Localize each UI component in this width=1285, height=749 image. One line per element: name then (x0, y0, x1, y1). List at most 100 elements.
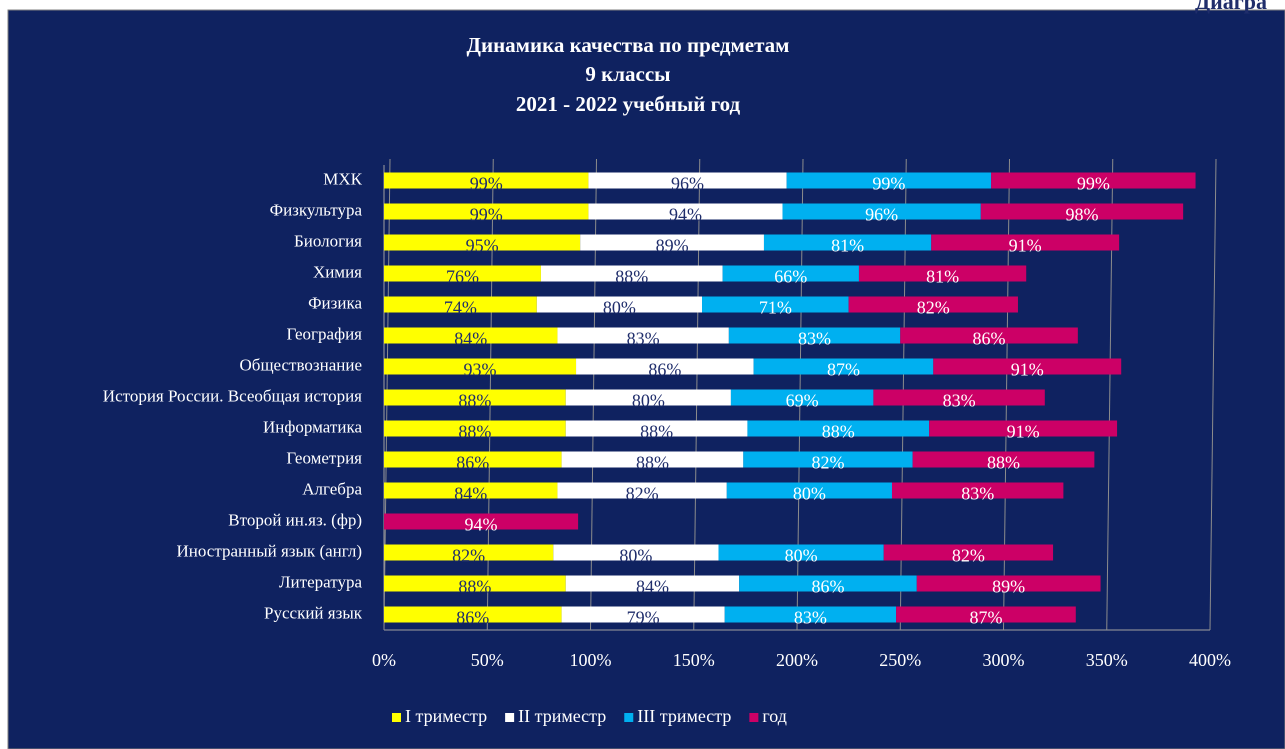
x-tick-label: 250% (879, 650, 921, 670)
chart-title: 9 классы (585, 62, 670, 86)
data-label: 87% (969, 608, 1002, 628)
legend-swatch (624, 713, 634, 722)
bar-segment (536, 296, 703, 313)
bar-segment (384, 544, 554, 561)
bar-segment (782, 203, 981, 220)
data-label: 96% (865, 205, 898, 225)
data-label: 88% (458, 422, 491, 442)
bar-segment (891, 482, 1064, 499)
bar-segment (384, 234, 581, 251)
data-label: 99% (1077, 174, 1110, 194)
data-label: 86% (973, 329, 1006, 349)
bar-segment (553, 544, 719, 561)
data-label: 76% (446, 267, 479, 287)
bar-segment (384, 358, 577, 375)
bar-segment (933, 358, 1122, 375)
data-label: 93% (464, 360, 497, 380)
bar-segment (580, 234, 764, 251)
bar-segment (557, 482, 727, 499)
data-label: 86% (456, 608, 489, 628)
bar-segment (763, 234, 932, 251)
data-label: 99% (470, 205, 503, 225)
bar-segment (739, 575, 917, 592)
data-label: 91% (1009, 236, 1042, 256)
legend-label: II триместр (518, 706, 606, 726)
y-tick-label: Русский язык (264, 603, 363, 622)
data-label: 82% (626, 484, 659, 504)
x-tick-label: 300% (983, 650, 1025, 670)
y-tick-label: Обществознание (240, 355, 362, 374)
x-tick-label: 150% (673, 650, 715, 670)
chart-background (7, 9, 1285, 749)
data-label: 82% (811, 453, 844, 473)
bar-segment (848, 296, 1018, 313)
bar-segment (557, 327, 729, 344)
bar-segment (384, 296, 537, 313)
data-label: 95% (466, 236, 499, 256)
bar-segment (384, 203, 589, 220)
bar-segment (384, 513, 579, 530)
bar-segment (540, 265, 723, 282)
x-tick-label: 100% (570, 650, 612, 670)
chart-title: 2021 - 2022 учебный год (516, 92, 741, 116)
bar-segment (916, 575, 1101, 592)
y-tick-label: Информатика (263, 417, 362, 436)
data-label: 80% (603, 298, 636, 318)
data-label: 80% (632, 391, 665, 411)
bar-segment (384, 265, 541, 282)
bar-segment (726, 482, 892, 499)
bar-segment (991, 172, 1196, 189)
y-tick-label: Биология (294, 231, 362, 250)
data-label: 99% (470, 174, 503, 194)
bar-segment (702, 296, 849, 313)
y-tick-label: Физкультура (270, 200, 363, 219)
bar-segment (565, 575, 740, 592)
data-label: 86% (648, 360, 681, 380)
x-tick-label: 0% (372, 650, 396, 670)
bar-segment (384, 172, 589, 189)
data-label: 88% (987, 453, 1020, 473)
x-tick-label: 350% (1086, 650, 1128, 670)
data-label: 91% (1007, 422, 1040, 442)
legend-label: I триместр (405, 706, 487, 726)
data-label: 84% (454, 484, 487, 504)
bar-segment (931, 234, 1120, 251)
bar-segment (722, 265, 859, 282)
data-label: 86% (456, 453, 489, 473)
bar-segment (588, 203, 783, 220)
data-label: 84% (636, 577, 669, 597)
bar-segment (883, 544, 1054, 561)
bar-segment (753, 358, 934, 375)
data-label: 81% (831, 236, 864, 256)
data-label: 71% (759, 298, 792, 318)
legend-swatch (392, 713, 401, 722)
data-label: 80% (619, 546, 652, 566)
legend-label: год (762, 706, 787, 726)
data-label: 94% (669, 205, 702, 225)
data-label: 81% (926, 267, 959, 287)
bar-segment (873, 389, 1045, 406)
x-tick-label: 200% (776, 650, 818, 670)
bar-segment (561, 606, 725, 623)
data-label: 66% (774, 267, 807, 287)
header-text: Диагра (1195, 0, 1267, 14)
data-label: 89% (656, 236, 689, 256)
data-label: 83% (627, 329, 660, 349)
data-label: 84% (454, 329, 487, 349)
data-label: 91% (1011, 360, 1044, 380)
legend-swatch (505, 713, 515, 722)
bar-segment (384, 389, 566, 406)
y-tick-label: Физика (308, 293, 362, 312)
bar-segment (588, 172, 787, 189)
bar-segment (384, 420, 566, 437)
data-label: 98% (1065, 205, 1098, 225)
data-label: 80% (793, 484, 826, 504)
bar-segment (724, 606, 897, 623)
bar-segment (980, 203, 1184, 220)
data-label: 88% (636, 453, 669, 473)
bar-segment (576, 358, 754, 375)
bar-segment (384, 575, 566, 592)
data-label: 96% (671, 174, 704, 194)
x-tick-label: 400% (1189, 650, 1231, 670)
bar-segment (384, 327, 558, 344)
